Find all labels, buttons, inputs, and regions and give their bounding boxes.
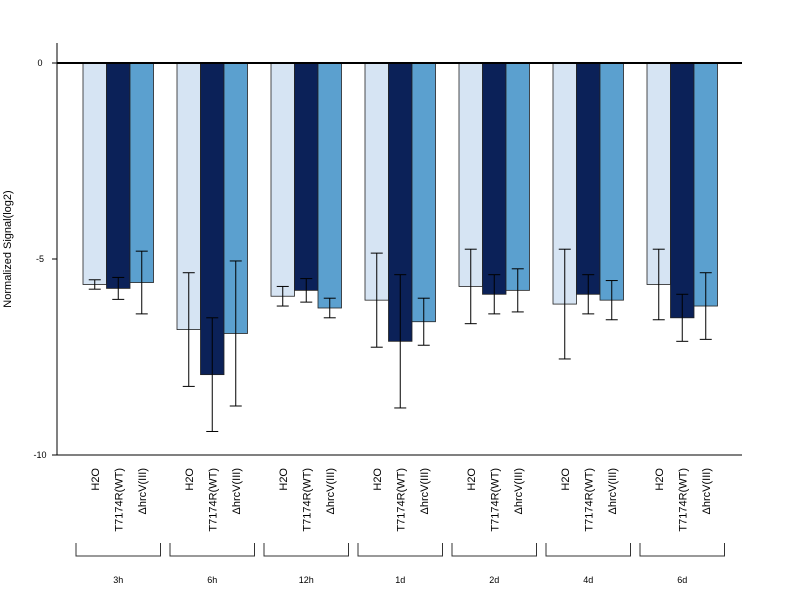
y-tick-label: -10 [33,450,46,460]
category-label: H2O [278,468,290,491]
bar [482,62,507,295]
group-label: 4d [583,575,593,585]
y-tick-label: 0 [37,58,42,68]
y-tick-label: -5 [36,254,44,264]
bar [294,62,319,291]
group-label: 1d [395,575,405,585]
group-label: 6h [207,575,217,585]
y-axis-label: Normalized Signal(log2) [2,190,14,307]
bar [693,62,718,307]
category-label: ΔhrcV(III) [607,468,619,514]
category-label: H2O [184,468,196,491]
category-label: ΔhrcV(III) [513,468,525,514]
category-label: ΔhrcV(III) [701,468,713,514]
category-label: ΔhrcV(III) [419,468,431,514]
category-label: T7174R(WT) [395,468,407,532]
category-label: T7174R(WT) [677,468,689,532]
category-label: T7174R(WT) [489,468,501,532]
category-label: H2O [654,468,666,491]
category-label: H2O [90,468,102,491]
category-label: T7174R(WT) [301,468,313,532]
bar [576,62,601,295]
bar [270,62,295,297]
group-label: 3h [113,575,123,585]
group-label: 6d [677,575,687,585]
bar [670,62,695,319]
bars-layer [57,62,742,432]
group-bracket [639,543,725,557]
category-label: H2O [466,468,478,491]
category-label: T7174R(WT) [113,468,125,532]
group-bracket [169,543,255,557]
group-label: 2d [489,575,499,585]
category-label: H2O [372,468,384,491]
labels-layer: H2O T7174R(WT) ΔhrcV(III) 3h H2O T7174R(WT) Δh… [75,468,725,585]
axes-layer: 0 -5 -10 [33,43,742,460]
category-label: ΔhrcV(III) [231,468,243,514]
category-label: T7174R(WT) [207,468,219,532]
category-label: ΔhrcV(III) [137,468,149,514]
bar [599,62,624,301]
group-bracket [357,543,443,557]
category-label: ΔhrcV(III) [325,468,337,514]
bar [411,62,436,323]
group-bracket [451,543,537,557]
category-label: H2O [560,468,572,491]
group-bracket [75,543,161,557]
bar [129,62,154,283]
category-label: T7174R(WT) [583,468,595,532]
bar [106,62,131,289]
group-bracket [545,543,631,557]
group-label: 12h [299,575,314,585]
bar [505,62,530,291]
bar [82,62,107,285]
group-bracket [263,543,349,557]
bar [317,62,342,309]
